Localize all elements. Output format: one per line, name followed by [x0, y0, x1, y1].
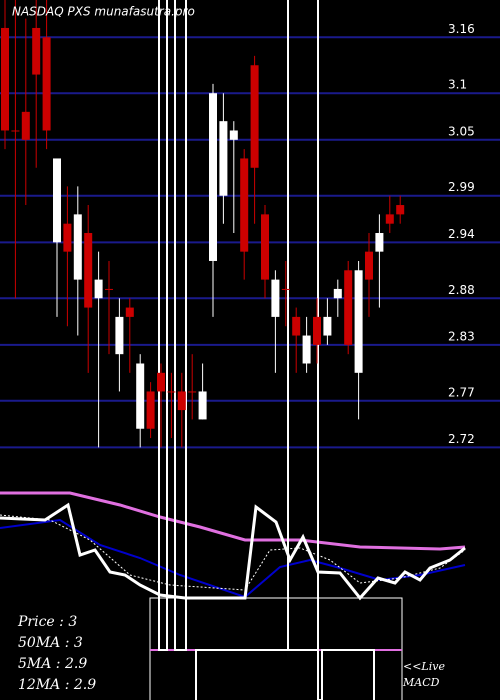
y-tick-label: 2.94 — [448, 227, 475, 241]
volume-spike — [158, 0, 168, 651]
candle-body — [354, 270, 363, 373]
legend-line: 5MA : 2.9 — [18, 656, 87, 672]
candle-body — [240, 158, 249, 252]
candle-body — [177, 391, 186, 411]
candle-body — [385, 214, 394, 224]
candle-body — [313, 316, 321, 345]
candle-body — [281, 288, 290, 290]
candle-body — [105, 288, 113, 290]
candle-body — [198, 391, 207, 420]
candle-body — [11, 130, 20, 132]
macd-line — [0, 518, 466, 599]
candle-body — [136, 363, 145, 429]
y-tick-label: 3.05 — [448, 124, 475, 138]
candle-body — [115, 316, 124, 355]
candle-body — [146, 391, 155, 429]
candle-body — [1, 27, 9, 131]
candle-body — [73, 214, 82, 280]
candle-body — [32, 27, 41, 75]
candle-body — [219, 121, 228, 196]
candle-body — [396, 205, 405, 215]
legend-line: 50MA : 3 — [18, 635, 83, 651]
candle-body — [94, 279, 103, 299]
candle-body — [229, 130, 238, 140]
chart-title: NASDAQ PXS munafasutra.pro — [12, 5, 195, 19]
candle-body — [344, 270, 353, 345]
live-label: <<Live — [403, 660, 445, 673]
candle-body — [250, 65, 259, 168]
candle-body — [42, 37, 51, 131]
indicator-panel — [0, 0, 466, 700]
candle-body — [365, 251, 373, 280]
candle-body — [157, 372, 165, 392]
candle-body — [188, 391, 197, 393]
y-tick-label: 2.83 — [448, 329, 475, 343]
ma-line — [0, 491, 466, 551]
candle-body — [302, 335, 311, 364]
macd-histogram — [195, 649, 375, 700]
candle-body — [84, 233, 93, 308]
legend-line: Price : 3 — [17, 614, 77, 630]
candle-body — [271, 279, 280, 317]
candle-body — [63, 223, 72, 252]
candle-body — [323, 316, 332, 336]
y-tick-label: 2.77 — [448, 385, 475, 399]
candle-body — [167, 391, 176, 393]
candle-body — [333, 288, 342, 299]
candle-body — [125, 307, 134, 317]
candle-body — [292, 316, 301, 336]
candle-body — [261, 214, 269, 280]
candle-body — [21, 111, 30, 140]
volume-spike — [174, 0, 187, 651]
macd-label: MACD — [402, 676, 440, 689]
y-tick-label: 3.16 — [448, 22, 475, 36]
candle-body — [53, 158, 61, 243]
candle-body — [375, 233, 384, 252]
legend-line: 12MA : 2.9 — [18, 677, 96, 693]
y-tick-label: 2.88 — [448, 283, 475, 297]
y-tick-label: 3.1 — [448, 78, 467, 92]
y-tick-label: 2.99 — [448, 180, 475, 194]
price-line — [0, 502, 466, 601]
candle-body — [209, 93, 217, 261]
y-tick-label: 2.72 — [448, 432, 475, 446]
